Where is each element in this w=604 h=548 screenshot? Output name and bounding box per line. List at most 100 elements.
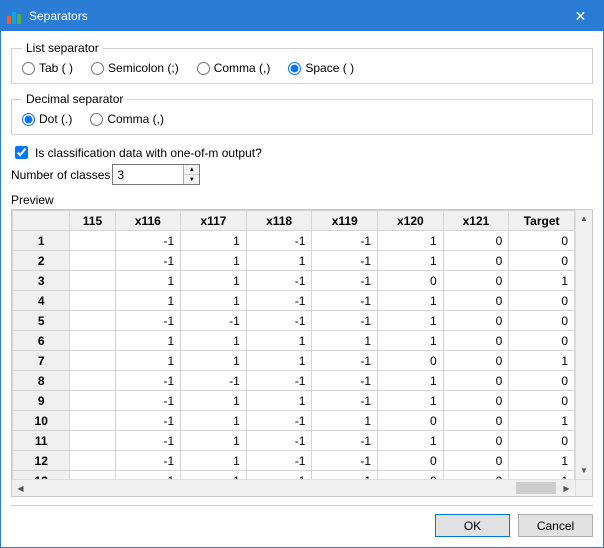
table-cell[interactable]: 1 [246, 351, 312, 371]
table-cell[interactable]: -1 [312, 351, 378, 371]
table-cell[interactable]: 0 [443, 311, 509, 331]
table-cell[interactable]: -1 [312, 431, 378, 451]
column-header[interactable]: x121 [443, 211, 509, 231]
table-cell[interactable]: -1 [115, 411, 181, 431]
table-cell[interactable] [70, 331, 115, 351]
table-cell[interactable]: 0 [443, 331, 509, 351]
table-cell[interactable] [70, 351, 115, 371]
table-cell[interactable]: -1 [246, 311, 312, 331]
table-cell[interactable]: 1 [115, 291, 181, 311]
table-cell[interactable]: 0 [443, 451, 509, 471]
table-cell[interactable]: 1 [509, 471, 575, 480]
table-cell[interactable]: 0 [443, 291, 509, 311]
table-cell[interactable]: -1 [181, 471, 247, 480]
ok-button[interactable]: OK [435, 514, 510, 537]
table-cell[interactable] [70, 271, 115, 291]
list-separator-tab-radio[interactable] [22, 62, 35, 75]
table-cell[interactable]: 1 [378, 371, 444, 391]
table-cell[interactable]: -1 [115, 311, 181, 331]
table-cell[interactable]: 0 [378, 451, 444, 471]
table-cell[interactable] [70, 371, 115, 391]
table-cell[interactable]: -1 [312, 311, 378, 331]
table-cell[interactable]: 0 [443, 391, 509, 411]
close-button[interactable]: ✕ [558, 1, 603, 31]
table-cell[interactable]: -1 [181, 371, 247, 391]
column-header[interactable]: Target [509, 211, 575, 231]
table-cell[interactable]: -1 [246, 231, 312, 251]
spinner-up-button[interactable]: ▲ [184, 165, 199, 175]
table-cell[interactable] [70, 431, 115, 451]
list-separator-tab-label[interactable]: Tab ( ) [22, 61, 73, 75]
table-cell[interactable] [70, 411, 115, 431]
table-cell[interactable]: 1 [378, 311, 444, 331]
table-cell[interactable]: -1 [115, 251, 181, 271]
table-cell[interactable]: 1 [312, 331, 378, 351]
row-header[interactable]: 4 [13, 291, 70, 311]
table-cell[interactable]: 1 [509, 351, 575, 371]
spinner-down-button[interactable]: ▼ [184, 175, 199, 184]
table-cell[interactable]: -1 [312, 451, 378, 471]
table-cell[interactable] [70, 451, 115, 471]
table-cell[interactable]: -1 [246, 371, 312, 391]
row-header[interactable]: 3 [13, 271, 70, 291]
table-cell[interactable]: 1 [181, 251, 247, 271]
table-cell[interactable]: 1 [181, 391, 247, 411]
table-cell[interactable]: -1 [246, 451, 312, 471]
table-cell[interactable]: -1 [312, 371, 378, 391]
row-header[interactable]: 6 [13, 331, 70, 351]
table-cell[interactable] [70, 471, 115, 480]
table-cell[interactable]: 1 [378, 431, 444, 451]
table-cell[interactable]: 1 [181, 291, 247, 311]
table-cell[interactable]: -1 [312, 251, 378, 271]
list-separator-space-radio[interactable] [288, 62, 301, 75]
table-cell[interactable]: -1 [312, 231, 378, 251]
table-cell[interactable]: 1 [115, 331, 181, 351]
table-cell[interactable]: -1 [115, 231, 181, 251]
decimal-separator-dot-label[interactable]: Dot (.) [22, 112, 72, 126]
table-cell[interactable]: 0 [378, 471, 444, 480]
table-cell[interactable]: -1 [312, 391, 378, 411]
classes-input[interactable] [113, 165, 183, 184]
list-separator-comma-label[interactable]: Comma (,) [197, 61, 271, 75]
column-header[interactable]: x120 [378, 211, 444, 231]
table-cell[interactable]: -1 [115, 451, 181, 471]
row-header[interactable]: 5 [13, 311, 70, 331]
table-cell[interactable]: 1 [246, 331, 312, 351]
row-header[interactable]: 13 [13, 471, 70, 480]
table-cell[interactable]: 1 [115, 351, 181, 371]
table-cell[interactable]: 0 [509, 251, 575, 271]
table-cell[interactable]: 0 [509, 231, 575, 251]
table-cell[interactable]: 1 [378, 291, 444, 311]
table-cell[interactable]: 1 [181, 351, 247, 371]
table-cell[interactable]: -1 [246, 431, 312, 451]
table-cell[interactable]: -1 [246, 291, 312, 311]
decimal-separator-comma-radio[interactable] [90, 113, 103, 126]
table-cell[interactable]: 1 [181, 271, 247, 291]
table-cell[interactable]: -1 [115, 431, 181, 451]
table-cell[interactable]: 1 [246, 391, 312, 411]
table-cell[interactable]: 0 [378, 271, 444, 291]
table-cell[interactable]: 1 [378, 391, 444, 411]
list-separator-semicolon-label[interactable]: Semicolon (;) [91, 61, 179, 75]
table-cell[interactable]: 1 [378, 331, 444, 351]
list-separator-space-label[interactable]: Space ( ) [288, 61, 354, 75]
column-header[interactable]: x116 [115, 211, 181, 231]
table-cell[interactable]: 0 [443, 251, 509, 271]
row-header[interactable]: 2 [13, 251, 70, 271]
table-cell[interactable]: 0 [509, 431, 575, 451]
column-header[interactable] [13, 211, 70, 231]
table-cell[interactable]: -1 [312, 471, 378, 480]
table-cell[interactable] [70, 251, 115, 271]
decimal-separator-dot-radio[interactable] [22, 113, 35, 126]
table-cell[interactable] [70, 311, 115, 331]
table-cell[interactable]: -1 [115, 391, 181, 411]
table-cell[interactable]: 0 [443, 231, 509, 251]
table-cell[interactable]: 0 [378, 351, 444, 371]
table-cell[interactable]: 0 [443, 351, 509, 371]
vertical-scrollbar[interactable]: ▲ ▼ [575, 210, 592, 479]
column-header[interactable]: x118 [246, 211, 312, 231]
scroll-down-arrow[interactable]: ▼ [576, 462, 593, 479]
table-cell[interactable]: 0 [443, 431, 509, 451]
table-cell[interactable]: 1 [509, 451, 575, 471]
scroll-up-arrow[interactable]: ▲ [576, 210, 593, 227]
